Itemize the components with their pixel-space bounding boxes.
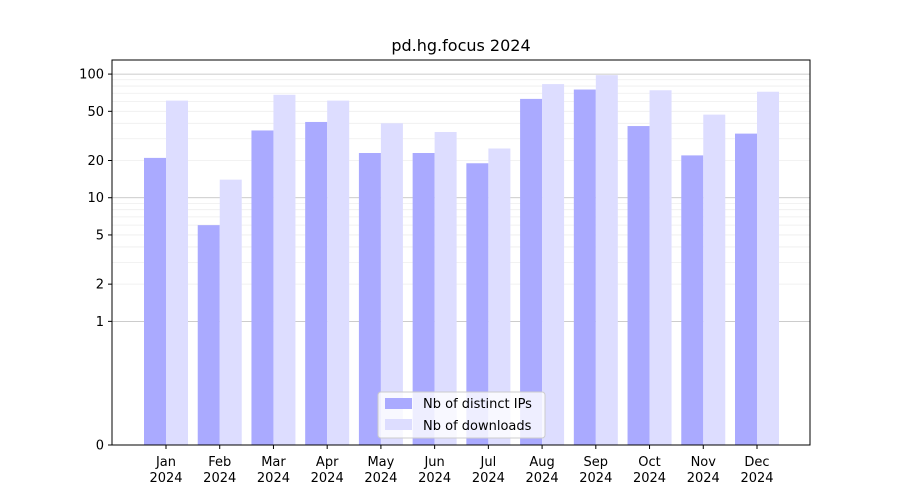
bar-downloads <box>380 123 403 445</box>
bar-downloads <box>595 75 618 445</box>
y-tick-label: 0 <box>96 439 104 454</box>
bar-distinct-ips <box>251 130 274 445</box>
bar-downloads <box>649 90 672 445</box>
x-tick-label-line: 2024 <box>579 471 612 486</box>
x-tick-label-line: Jul <box>480 455 497 470</box>
x-tick-label-line: Aug <box>529 455 554 470</box>
bar-downloads <box>542 84 565 445</box>
x-tick-label-line: Jun <box>423 455 444 470</box>
bar-distinct-ips <box>144 157 166 446</box>
bars <box>144 75 779 446</box>
x-tick-label-line: 2024 <box>472 471 505 486</box>
y-axis: 0 1 2 5 10 20 50 100 <box>79 68 112 454</box>
bar-downloads <box>488 148 511 445</box>
x-tick-label-line: 2024 <box>364 471 397 486</box>
x-tick-label: Dec 2024 <box>740 455 773 486</box>
x-tick-label-line: Feb <box>208 455 231 470</box>
x-tick-label-line: 2024 <box>633 471 666 486</box>
x-tick-label: May 2024 <box>364 455 397 486</box>
y-tick-label: 10 <box>87 191 104 206</box>
y-tick-label: 20 <box>87 154 104 169</box>
x-tick-label-line: 2024 <box>740 471 773 486</box>
x-tick-label: Sep 2024 <box>579 455 612 486</box>
bar-downloads <box>703 114 726 445</box>
x-tick-label: Apr 2024 <box>311 455 344 486</box>
bar-downloads <box>327 100 350 445</box>
bar-distinct-ips <box>573 89 596 445</box>
y-tick-label: 5 <box>96 228 104 243</box>
legend-label-distinct-ips: Nb of distinct IPs <box>423 397 532 412</box>
x-tick-label: Jun 2024 <box>418 455 451 486</box>
x-tick-label-line: May <box>367 455 394 470</box>
x-tick-label-line: 2024 <box>203 471 236 486</box>
x-tick-label: Oct 2024 <box>633 455 666 486</box>
x-tick-label: Aug 2024 <box>526 455 559 486</box>
bar-distinct-ips <box>627 126 650 445</box>
x-tick-label: Mar 2024 <box>257 455 290 486</box>
legend-swatch-distinct-ips <box>385 398 412 409</box>
x-tick-label-line: 2024 <box>526 471 559 486</box>
legend-label-downloads: Nb of downloads <box>423 419 532 434</box>
x-tick-label-line: Oct <box>638 455 660 470</box>
bar-distinct-ips <box>681 155 704 445</box>
bar-downloads <box>757 91 779 445</box>
x-tick-label-line: Mar <box>261 455 286 470</box>
x-tick-label: Feb 2024 <box>203 455 236 486</box>
legend-swatch-downloads <box>385 419 412 430</box>
x-tick-label-line: Sep <box>584 455 609 470</box>
legend: Nb of distinct IPs Nb of downloads <box>377 391 546 439</box>
bar-distinct-ips <box>358 153 381 445</box>
x-tick-label-line: 2024 <box>257 471 290 486</box>
y-tick-label: 100 <box>79 68 104 83</box>
y-tick-label: 2 <box>96 278 104 293</box>
x-tick-label-line: Jan <box>155 455 176 470</box>
bar-downloads <box>273 94 296 445</box>
plot-frame <box>111 59 811 446</box>
x-tick-label-line: Nov <box>691 455 717 470</box>
x-tick-label: Jul 2024 <box>472 455 505 486</box>
bar-downloads <box>219 179 242 446</box>
bar-distinct-ips <box>466 163 489 445</box>
chart-title: pd.hg.focus 2024 <box>391 36 530 55</box>
x-tick-label-line: 2024 <box>687 471 720 486</box>
x-tick-label-line: Dec <box>744 455 769 470</box>
bar-downloads <box>166 100 188 445</box>
x-tick-label-line: 2024 <box>418 471 451 486</box>
bar-distinct-ips <box>735 133 757 445</box>
x-tick-label-line: 2024 <box>311 471 344 486</box>
bar-distinct-ips <box>520 98 543 445</box>
bar-downloads <box>434 132 457 446</box>
x-tick-label-line: Apr <box>316 455 339 470</box>
bar-distinct-ips <box>305 121 328 445</box>
legend-box <box>377 391 546 439</box>
x-tick-label: Nov 2024 <box>687 455 720 486</box>
y-tick-label: 1 <box>96 315 104 330</box>
bar-distinct-ips <box>197 225 220 445</box>
x-tick-label: Jan 2024 <box>149 455 182 486</box>
y-tick-label: 50 <box>87 105 104 120</box>
bar-distinct-ips <box>412 153 435 445</box>
x-tick-label-line: 2024 <box>149 471 182 486</box>
